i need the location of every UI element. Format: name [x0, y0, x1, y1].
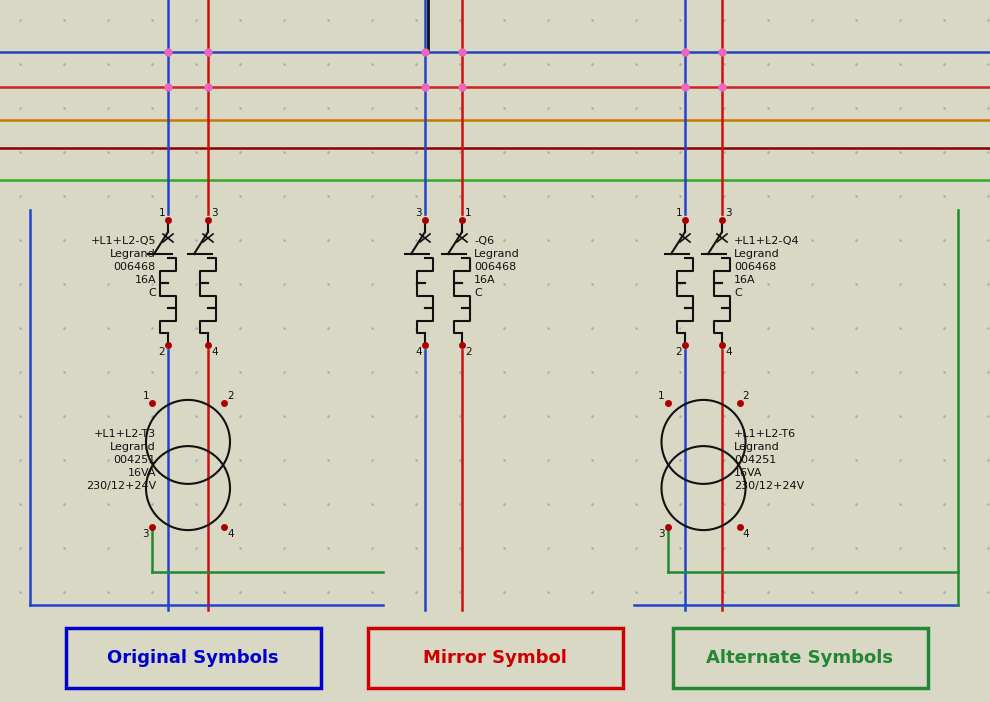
FancyBboxPatch shape	[367, 628, 623, 688]
Text: +L1+L2-T6
Legrand
004251
16VA
230/12+24V: +L1+L2-T6 Legrand 004251 16VA 230/12+24V	[734, 429, 804, 491]
Text: 4: 4	[416, 347, 422, 357]
Text: 3: 3	[211, 208, 218, 218]
Text: 2: 2	[675, 347, 682, 357]
Text: 4: 4	[211, 347, 218, 357]
Text: 2: 2	[158, 347, 165, 357]
Text: Alternate Symbols: Alternate Symbols	[707, 649, 894, 667]
Text: -Q6
Legrand
006468
16A
C: -Q6 Legrand 006468 16A C	[474, 236, 520, 298]
Text: 1: 1	[658, 391, 664, 401]
Text: Mirror Symbol: Mirror Symbol	[423, 649, 567, 667]
Text: Original Symbols: Original Symbols	[107, 649, 279, 667]
Text: +L1+L2-T3
Legrand
004251
16VA
230/12+24V: +L1+L2-T3 Legrand 004251 16VA 230/12+24V	[86, 429, 156, 491]
FancyBboxPatch shape	[672, 628, 928, 688]
Text: 1: 1	[158, 208, 165, 218]
Text: 2: 2	[742, 391, 749, 401]
Text: 4: 4	[227, 529, 234, 539]
Text: +L1+L2-Q5
Legrand
006468
16A
C: +L1+L2-Q5 Legrand 006468 16A C	[90, 236, 156, 298]
Text: 2: 2	[465, 347, 471, 357]
Text: 3: 3	[725, 208, 732, 218]
Text: 4: 4	[742, 529, 749, 539]
Text: 1: 1	[143, 391, 149, 401]
FancyBboxPatch shape	[65, 628, 321, 688]
Text: 3: 3	[143, 529, 149, 539]
Text: 1: 1	[675, 208, 682, 218]
Text: 3: 3	[416, 208, 422, 218]
Text: 3: 3	[658, 529, 664, 539]
Text: 2: 2	[227, 391, 234, 401]
Text: 1: 1	[465, 208, 471, 218]
Text: 4: 4	[725, 347, 732, 357]
Text: +L1+L2-Q4
Legrand
006468
16A
C: +L1+L2-Q4 Legrand 006468 16A C	[734, 236, 800, 298]
